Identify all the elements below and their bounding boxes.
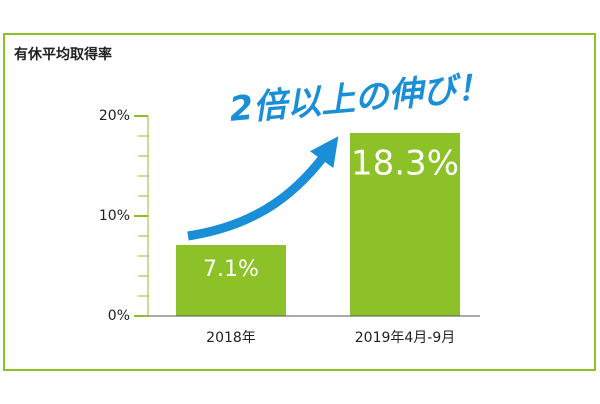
bar [350, 133, 460, 316]
y-tick-label: 0% [108, 308, 130, 324]
value-label: 18.3% [351, 144, 459, 184]
x-tick-label: 2018年 [206, 330, 256, 346]
chart-title: 有休平均取得率 [14, 46, 112, 63]
frame [3, 33, 596, 371]
y-tick-label: 10% [99, 208, 130, 224]
bar [176, 245, 286, 316]
annotation: 2倍以上の伸び！ [228, 67, 492, 130]
y-tick-label: 20% [99, 108, 130, 124]
value-label: 7.1% [203, 257, 259, 282]
trend-arrow [187, 136, 339, 241]
x-tick-label: 2019年4月-9月 [355, 330, 456, 346]
